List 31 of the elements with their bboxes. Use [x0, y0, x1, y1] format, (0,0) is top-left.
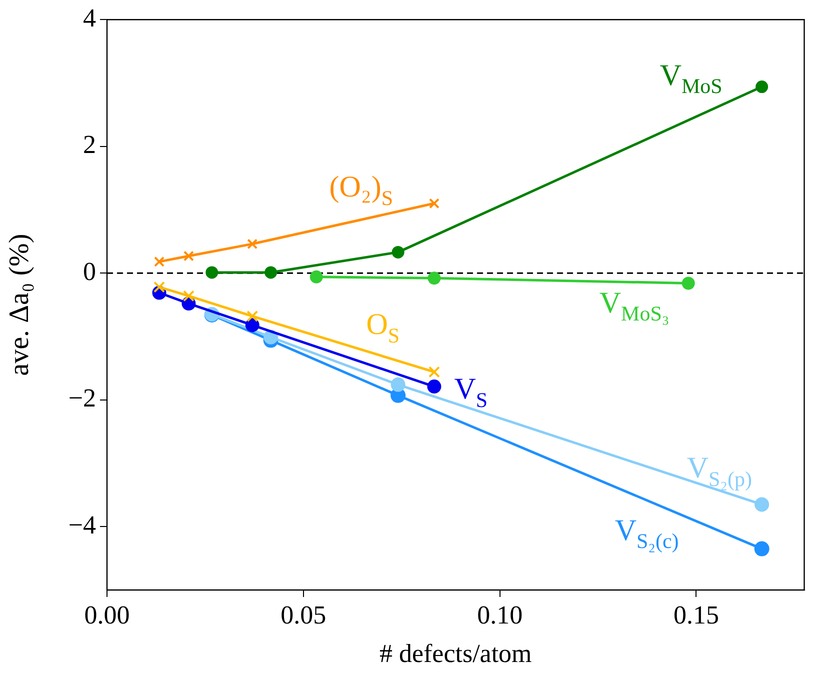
x-tick-label: 0.05 [280, 600, 326, 630]
point [264, 266, 278, 279]
point [754, 497, 770, 512]
point [247, 238, 258, 250]
y-tick-label: −2 [68, 384, 96, 413]
y-tick-label: −4 [68, 510, 96, 540]
point [682, 276, 695, 290]
point [310, 270, 323, 284]
point [428, 198, 440, 209]
x-tick-label: 0.15 [673, 600, 719, 630]
y-tick-label: 2 [83, 130, 96, 160]
point [428, 272, 441, 285]
point [245, 318, 260, 332]
point [206, 266, 218, 279]
point [754, 541, 770, 556]
point [392, 246, 404, 258]
point [183, 250, 194, 262]
y-axis-title: ave. Δa₀ (%) [4, 234, 36, 376]
point [390, 377, 406, 392]
x-axis-title: # defects/atom [379, 639, 532, 668]
point [153, 281, 166, 293]
point [756, 80, 768, 94]
point [246, 310, 258, 322]
point [427, 380, 442, 394]
y-tick-label: 0 [83, 256, 96, 286]
point [154, 256, 164, 267]
x-tick-label: 0.10 [477, 600, 523, 630]
point [428, 366, 440, 378]
y-tick-label: 4 [83, 3, 96, 32]
x-tick-label: 0.00 [84, 600, 130, 630]
point [182, 290, 194, 302]
